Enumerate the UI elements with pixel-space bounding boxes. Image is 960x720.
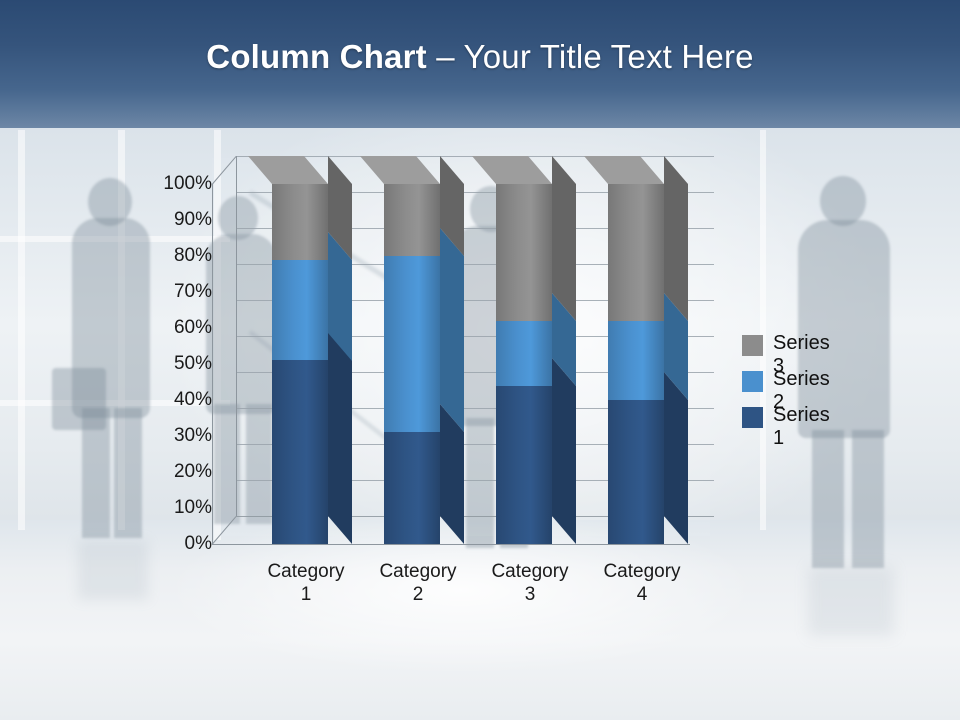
gridline: [236, 264, 714, 265]
x-axis-category-label: Category 3: [470, 560, 590, 606]
category-label-line1: Category: [379, 561, 457, 582]
y-axis-tick-label: 40%: [173, 389, 212, 410]
bar-side-face: [328, 332, 352, 544]
y-axis-tick-label: 10%: [173, 497, 212, 518]
x-axis-category-label: Category 2: [358, 560, 478, 606]
y-axis-tick-label: 80%: [173, 245, 212, 266]
y-axis-front-line: [212, 184, 213, 544]
y-axis-line: [236, 156, 237, 516]
bar-side-face: [552, 357, 576, 544]
window-mullion: [0, 236, 230, 242]
bar-side-face: [440, 228, 464, 433]
y-axis-tick-label: 20%: [173, 461, 212, 482]
person-silhouette: [218, 196, 258, 240]
person-silhouette: [246, 404, 272, 524]
legend-label: Series 1: [773, 404, 830, 449]
category-label-line1: Category: [267, 561, 345, 582]
category-label-line2: 4: [636, 584, 648, 605]
person-silhouette: [812, 430, 844, 568]
y-axis-tick-label: 100%: [163, 173, 212, 194]
title-banner: Column Chart – Your Title Text Here: [0, 0, 960, 128]
briefcase-silhouette: [52, 368, 106, 430]
bar-segment[interactable]: [496, 184, 552, 321]
title-bold-part: Column Chart: [206, 38, 427, 75]
floor-area: [0, 520, 960, 720]
gridline: [236, 372, 714, 373]
bar-segment[interactable]: [272, 360, 328, 544]
gridline: [236, 480, 714, 481]
title-dash: –: [426, 38, 464, 75]
legend-color-swatch: [742, 371, 763, 392]
y-axis-tick-label: 60%: [173, 317, 212, 338]
y-axis-tick-label: 70%: [173, 281, 212, 302]
y-axis-tick-label: 90%: [173, 209, 212, 230]
person-silhouette: [72, 218, 150, 418]
gridline: [236, 444, 714, 445]
axis-base-line: [212, 544, 690, 545]
gridline: [236, 300, 714, 301]
person-silhouette: [88, 178, 132, 226]
bar-segment[interactable]: [384, 184, 440, 256]
bar-segment[interactable]: [496, 385, 552, 544]
bar-segment[interactable]: [608, 320, 664, 400]
bar-side-face: [664, 372, 688, 544]
y-axis-tick-label: 30%: [173, 425, 212, 446]
bar-segment[interactable]: [608, 400, 664, 544]
x-axis-category-label: Category 1: [246, 560, 366, 606]
person-silhouette: [820, 176, 866, 226]
floor-reflection: [78, 540, 148, 600]
category-label-line2: 1: [300, 584, 312, 605]
category-label-line1: Category: [603, 561, 681, 582]
gridline: [236, 516, 714, 517]
gridline: [236, 408, 714, 409]
bar-segment[interactable]: [608, 184, 664, 321]
gridline: [236, 192, 714, 193]
category-label-line1: Category: [491, 561, 569, 582]
person-silhouette: [466, 418, 494, 548]
person-silhouette: [82, 408, 110, 538]
gridline: [236, 228, 714, 229]
person-silhouette: [852, 430, 884, 568]
column-chart: 0% 10% 20% 30% 40% 50% 60% 70% 80% 90% 100% Catego…: [0, 128, 960, 720]
window-mullion: [0, 400, 230, 406]
bar-segment[interactable]: [384, 256, 440, 433]
category-label-line2: 3: [524, 584, 536, 605]
y-axis-labels: 0% 10% 20% 30% 40% 50% 60% 70% 80% 90% 100%: [120, 128, 212, 720]
bar-side-face: [664, 156, 688, 321]
floor-reflection: [808, 566, 894, 636]
category-label-line2: 2: [412, 584, 424, 605]
title-light-part: Your Title Text Here: [463, 38, 754, 75]
legend-color-swatch: [742, 335, 763, 356]
x-axis-category-label: Category 4: [582, 560, 702, 606]
bar-segment[interactable]: [384, 432, 440, 544]
bar-segment[interactable]: [272, 184, 328, 260]
bar-segment[interactable]: [272, 259, 328, 361]
person-silhouette: [214, 404, 240, 524]
y-axis-tick-label: 50%: [173, 353, 212, 374]
person-silhouette: [798, 220, 890, 438]
person-silhouette: [114, 408, 142, 538]
bar-segment[interactable]: [496, 320, 552, 386]
legend-label: Series 3: [773, 332, 830, 377]
legend-label: Series 2: [773, 368, 830, 413]
y-axis-tick-label: 0%: [184, 533, 212, 554]
page-title: Column Chart – Your Title Text Here: [0, 38, 960, 76]
gridline: [236, 336, 714, 337]
bar-side-face: [552, 156, 576, 321]
window-mullion: [18, 130, 25, 530]
window-mullion: [118, 130, 125, 530]
legend-color-swatch: [742, 407, 763, 428]
window-mullion: [760, 130, 766, 530]
window-mullion: [214, 130, 221, 540]
